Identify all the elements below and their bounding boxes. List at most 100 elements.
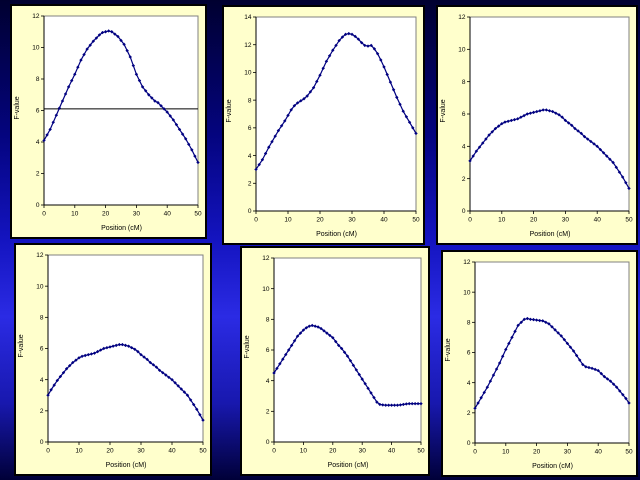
x-axis-title: Position (cM)	[316, 231, 357, 238]
y-tick-label: 2	[467, 410, 471, 417]
line-chart-bottom-right: 0 2 4 6 8 10 12 0 10 20 30 40 50	[463, 259, 633, 456]
y-tick-label: 12	[262, 255, 270, 262]
x-tick-label: 0	[272, 448, 276, 455]
plot-area	[474, 261, 630, 444]
y-tick-label: 2	[248, 180, 252, 187]
x-tick-label: 40	[164, 211, 172, 218]
plot-area	[469, 16, 630, 212]
y-tick-label: 0	[248, 208, 252, 215]
x-tick-label: 10	[502, 449, 510, 456]
y-tick-label: 0	[467, 440, 471, 447]
x-tick-label: 20	[102, 211, 110, 218]
x-tick-label: 20	[329, 448, 337, 455]
y-tick-label: 8	[40, 315, 44, 322]
y-tick-label: 12	[458, 14, 466, 21]
y-axis-title: F-value	[445, 338, 453, 362]
x-tick-label: 30	[359, 448, 367, 455]
x-tick-label: 10	[300, 448, 308, 455]
y-tick-label: 12	[244, 42, 252, 49]
x-tick-label: 0	[473, 449, 477, 456]
x-axis-title: Position (cM)	[327, 462, 369, 469]
y-axis-title: F-value	[244, 335, 252, 360]
x-tick-label: 50	[194, 211, 202, 218]
x-tick-label: 10	[71, 211, 79, 218]
x-tick-label: 30	[137, 448, 145, 455]
line-chart-bottom-left: 0 2 4 6 8 10 12 0 10 20 30 40 50	[36, 252, 207, 455]
y-tick-label: 6	[266, 347, 270, 354]
x-tick-label: 40	[388, 448, 396, 455]
y-tick-label: 12	[36, 252, 44, 259]
y-tick-label: 8	[248, 97, 252, 104]
y-tick-label: 10	[36, 283, 44, 290]
x-tick-label: 20	[533, 449, 541, 456]
x-tick-label: 40	[168, 448, 176, 455]
chart-panel-top-left: 0 2 4 6 8 10 12 0 10 20 30 40 50 F-value Position (c…	[10, 4, 207, 239]
x-tick-label: 20	[316, 217, 324, 224]
x-tick-label: 20	[106, 448, 114, 455]
chart-panel-bottom-right: 0 2 4 6 8 10 12 0 10 20 30 40 50 F-value Position (c…	[441, 250, 638, 477]
y-tick-label: 4	[40, 377, 44, 384]
y-tick-label: 10	[463, 289, 471, 296]
y-tick-label: 2	[36, 171, 40, 178]
y-tick-label: 12	[463, 259, 471, 266]
x-tick-label: 50	[625, 217, 633, 224]
chart-panel-bottom-middle: 0 2 4 6 8 10 12 0 10 20 30 40 50 F-value Position (c…	[240, 246, 430, 476]
y-tick-label: 10	[244, 70, 252, 77]
y-tick-label: 4	[266, 378, 270, 385]
y-axis-title: F-value	[14, 95, 22, 120]
y-axis-title: F-value	[440, 99, 448, 123]
plot-area	[47, 254, 204, 443]
y-tick-label: 6	[248, 125, 252, 132]
y-tick-label: 0	[266, 439, 270, 446]
y-tick-label: 4	[467, 380, 471, 387]
y-tick-label: 2	[40, 408, 44, 415]
y-tick-label: 6	[462, 111, 466, 118]
x-tick-label: 10	[498, 217, 506, 224]
x-axis-title: Position (cM)	[101, 225, 142, 232]
chart-panel-top-right: 0 2 4 6 8 10 12 0 10 20 30 40 50 F-value Position (c…	[436, 5, 638, 245]
x-tick-label: 0	[42, 211, 46, 218]
y-tick-label: 14	[244, 14, 252, 21]
x-tick-label: 30	[348, 217, 356, 224]
line-chart-top-right: 0 2 4 6 8 10 12 0 10 20 30 40 50	[458, 14, 633, 224]
y-tick-label: 8	[36, 76, 40, 83]
y-tick-label: 0	[40, 439, 44, 446]
x-tick-label: 0	[254, 217, 258, 224]
y-tick-label: 0	[36, 202, 40, 209]
x-tick-label: 40	[380, 217, 388, 224]
line-chart-bottom-middle: 0 2 4 6 8 10 12 0 10 20 30 40 50	[262, 255, 425, 455]
plot-area	[273, 257, 422, 443]
x-tick-label: 50	[417, 448, 425, 455]
x-tick-label: 30	[562, 217, 570, 224]
plot-area	[255, 16, 417, 212]
y-tick-label: 6	[467, 350, 471, 357]
x-axis-title: Position (cM)	[105, 462, 147, 469]
y-tick-label: 10	[262, 286, 270, 293]
x-axis-title: Position (cM)	[529, 231, 571, 238]
line-chart-top-middle: 0 2 4 6 8 10 12 14 0 10 20 30 40 50	[244, 14, 420, 224]
y-tick-label: 6	[36, 108, 40, 115]
y-tick-label: 10	[32, 45, 40, 52]
y-axis-title: F-value	[226, 99, 234, 123]
line-chart-top-left: 0 2 4 6 8 10 12 0 10 20 30 40 50	[32, 13, 202, 218]
y-tick-label: 2	[266, 409, 270, 416]
y-axis-title: F-value	[18, 334, 26, 358]
y-tick-label: 8	[266, 317, 270, 324]
plot-area	[43, 15, 199, 206]
y-tick-label: 0	[462, 208, 466, 215]
y-tick-label: 4	[462, 144, 466, 151]
x-tick-label: 50	[199, 448, 207, 455]
y-tick-label: 4	[36, 139, 40, 146]
y-tick-label: 12	[32, 13, 40, 20]
x-tick-label: 40	[594, 217, 602, 224]
chart-panel-bottom-left: 0 2 4 6 8 10 12 0 10 20 30 40 50 F-value Position (c…	[14, 243, 212, 476]
x-tick-label: 20	[530, 217, 538, 224]
chart-panel-top-middle: 0 2 4 6 8 10 12 14 0 10 20 30 40 50 F-value Position …	[222, 5, 425, 245]
y-tick-label: 8	[462, 79, 466, 86]
y-tick-label: 8	[467, 320, 471, 327]
y-tick-label: 4	[248, 153, 252, 160]
x-tick-label: 50	[625, 449, 633, 456]
x-tick-label: 10	[75, 448, 83, 455]
x-tick-label: 0	[468, 217, 472, 224]
y-tick-label: 6	[40, 346, 44, 353]
